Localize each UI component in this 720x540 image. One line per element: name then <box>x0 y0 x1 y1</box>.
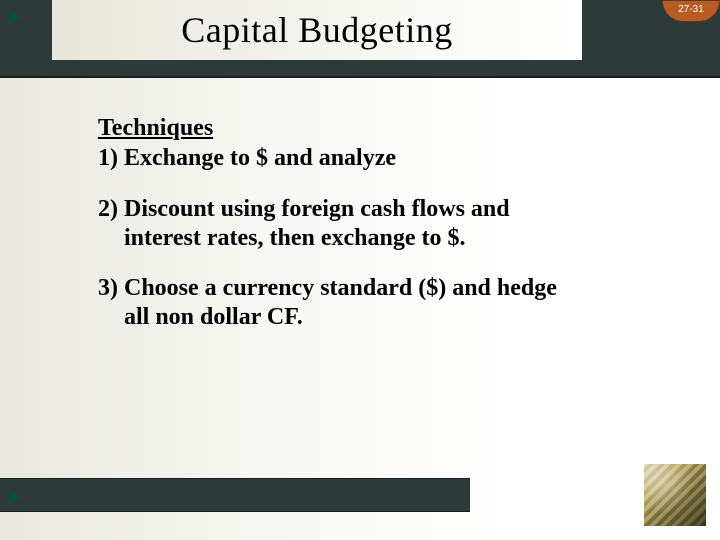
subheading: Techniques <box>98 115 578 142</box>
slide-title: Capital Budgeting <box>181 9 452 51</box>
corner-decoration-icon <box>644 464 706 526</box>
slide: Capital Budgeting 27-31 Techniques 1) Ex… <box>0 0 720 540</box>
list-item: 3) Choose a currency standard ($) and he… <box>98 274 578 332</box>
content-area: Techniques 1) Exchange to $ and analyze … <box>98 115 578 332</box>
title-panel: Capital Budgeting <box>52 0 582 60</box>
list-item: 2) Discount using foreign cash flows and… <box>98 195 578 253</box>
header-accent-triangle-icon <box>10 10 20 24</box>
list-item: 1) Exchange to $ and analyze <box>98 144 578 173</box>
footer-accent-triangle-icon <box>10 490 20 504</box>
footer-band <box>0 478 470 512</box>
